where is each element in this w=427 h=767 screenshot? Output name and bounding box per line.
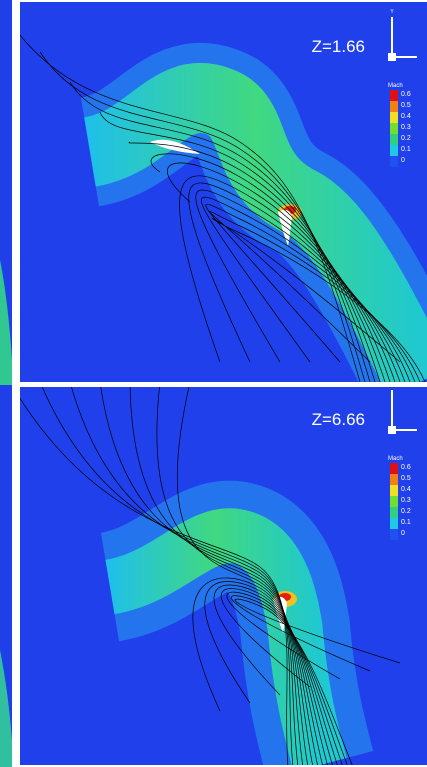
- axis-origin: [388, 426, 396, 434]
- legend-level: 0.6: [401, 91, 411, 98]
- left-strip: [0, 0, 12, 767]
- legend-level: 0.2: [401, 135, 411, 142]
- legend-level: 0.1: [401, 146, 411, 153]
- colorbar-swatch: [390, 123, 398, 134]
- panel-label: Z=1.66: [312, 37, 365, 56]
- colorbar-swatch: [390, 529, 398, 540]
- legend-level: 0.5: [401, 475, 411, 482]
- legend-title: Mach: [388, 83, 403, 89]
- legend-level: 0: [401, 530, 405, 537]
- colorbar-swatch: [390, 101, 398, 112]
- legend-level: 0.5: [401, 102, 411, 109]
- colorbar-swatch: [390, 112, 398, 123]
- colorbar-swatch: [390, 507, 398, 518]
- legend-level: 0.1: [401, 519, 411, 526]
- panel-label: Z=6.66: [312, 410, 365, 429]
- colorbar-swatch: [390, 134, 398, 145]
- colorbar-swatch: [390, 485, 398, 496]
- legend-level: 0.4: [401, 113, 411, 120]
- figure: YZ=1.66Mach0.60.50.40.30.20.10YZ=6.66Mac…: [0, 0, 427, 767]
- legend-level: 0.2: [401, 508, 411, 515]
- colorbar-swatch: [390, 156, 398, 167]
- legend-title: Mach: [388, 456, 403, 462]
- colorbar-swatch: [390, 496, 398, 507]
- legend-level: 0: [401, 157, 405, 164]
- legend-level: 0.6: [401, 464, 411, 471]
- colorbar-swatch: [390, 518, 398, 529]
- legend-level: 0.3: [401, 497, 411, 504]
- colorbar-swatch: [390, 474, 398, 485]
- colorbar-swatch: [390, 145, 398, 156]
- legend-level: 0.4: [401, 486, 411, 493]
- legend-level: 0.3: [401, 124, 411, 131]
- axis-origin: [388, 53, 396, 61]
- colorbar-swatch: [390, 90, 398, 101]
- colorbar-swatch: [390, 463, 398, 474]
